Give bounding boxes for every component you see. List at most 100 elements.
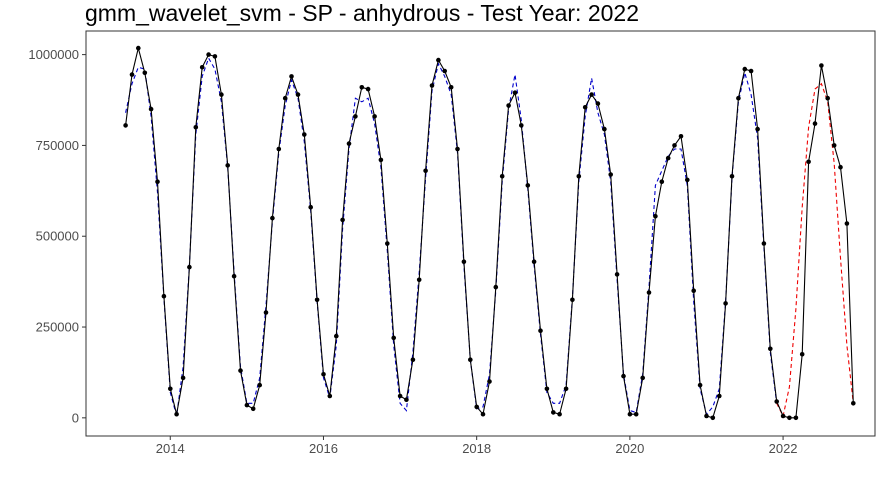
x-tick-label: 2014 (156, 441, 185, 456)
data-point (168, 387, 173, 392)
data-point (257, 383, 262, 388)
data-point (755, 127, 760, 132)
data-point (519, 123, 524, 128)
data-point (583, 105, 588, 110)
data-point (723, 301, 728, 306)
data-point (200, 65, 205, 70)
data-point (277, 147, 282, 152)
data-point (468, 357, 473, 362)
data-point (806, 160, 811, 165)
series-line-observed (126, 48, 854, 418)
data-point (749, 69, 754, 74)
data-point (417, 278, 422, 283)
y-tick-label: 1000000 (28, 47, 79, 62)
y-tick-label: 500000 (36, 229, 79, 244)
data-point (353, 114, 358, 119)
data-point (704, 414, 709, 419)
data-point (653, 214, 658, 219)
data-point (379, 158, 384, 163)
data-point (398, 394, 403, 399)
data-point (832, 143, 837, 148)
data-point (481, 412, 486, 417)
data-point (634, 412, 639, 417)
data-point (366, 87, 371, 92)
data-point (679, 134, 684, 139)
data-point (577, 174, 582, 179)
data-point (557, 412, 562, 417)
data-point (608, 172, 613, 177)
x-tick-label: 2020 (615, 441, 644, 456)
data-point (717, 394, 722, 399)
data-point (787, 416, 792, 421)
data-point (660, 179, 665, 184)
data-point (768, 347, 773, 352)
data-point (513, 90, 518, 95)
data-point (155, 179, 160, 184)
data-point (838, 165, 843, 170)
data-point (162, 294, 167, 299)
data-point (762, 241, 767, 246)
data-point (711, 416, 716, 421)
y-tick-label: 250000 (36, 320, 79, 335)
data-point (564, 387, 569, 392)
data-point (296, 92, 301, 97)
data-point (264, 310, 269, 315)
data-point (602, 127, 607, 132)
data-point (570, 298, 575, 303)
data-point (736, 96, 741, 101)
data-point (730, 174, 735, 179)
y-tick-label: 0 (72, 410, 79, 425)
data-point (442, 69, 447, 74)
data-point (685, 178, 690, 183)
data-point (666, 156, 671, 161)
data-point (538, 328, 543, 333)
data-point (385, 241, 390, 246)
data-point (321, 372, 326, 377)
data-point (270, 216, 275, 221)
data-point (596, 101, 601, 106)
data-point (174, 412, 179, 417)
data-point (672, 143, 677, 148)
data-point (800, 352, 805, 357)
data-point (130, 72, 135, 77)
data-point (372, 114, 377, 119)
data-point (845, 221, 850, 226)
data-point (545, 387, 550, 392)
series-line-forecast (777, 84, 854, 416)
data-point (391, 336, 396, 341)
data-point (187, 265, 192, 270)
data-point (423, 169, 428, 174)
data-point (474, 405, 479, 410)
data-point (462, 259, 467, 264)
data-point (647, 290, 652, 295)
data-point (589, 92, 594, 97)
data-point (698, 383, 703, 388)
data-point (640, 376, 645, 381)
data-point (500, 174, 505, 179)
data-point (526, 183, 531, 188)
data-point (232, 274, 237, 279)
data-point (506, 103, 511, 108)
data-point (449, 85, 454, 90)
data-point (825, 96, 830, 101)
data-point (819, 63, 824, 68)
data-point (851, 401, 856, 406)
data-point (308, 205, 313, 210)
data-point (225, 163, 230, 168)
data-point (347, 141, 352, 146)
data-point (794, 416, 799, 421)
y-tick-label: 750000 (36, 138, 79, 153)
data-point (691, 288, 696, 293)
data-point (411, 357, 416, 362)
data-point (302, 132, 307, 137)
data-point (628, 412, 633, 417)
data-point (245, 403, 250, 408)
data-point (774, 399, 779, 404)
data-point (315, 298, 320, 303)
data-point (532, 259, 537, 264)
x-tick-label: 2016 (309, 441, 338, 456)
data-point (149, 107, 154, 112)
data-point (494, 285, 499, 290)
data-point (206, 52, 211, 57)
